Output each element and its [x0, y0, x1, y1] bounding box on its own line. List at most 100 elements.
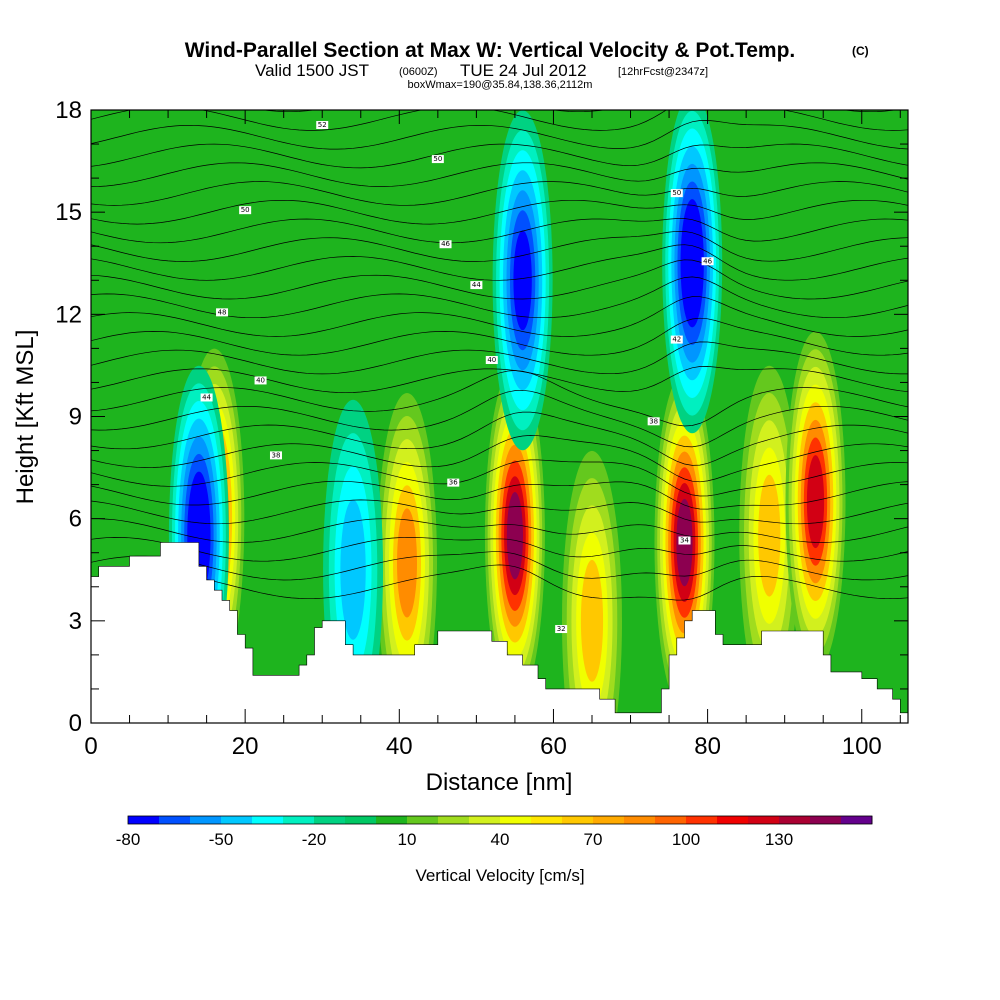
theta-label-bg	[678, 536, 691, 545]
theta-label-bg	[647, 417, 660, 426]
chart-title: Wind-Parallel Section at Max W: Vertical…	[185, 39, 796, 62]
theta-contour-label: 50	[433, 155, 442, 163]
x-tick-label: 100	[842, 733, 882, 760]
updraft-level	[758, 474, 781, 597]
theta-label-bg	[439, 240, 452, 249]
x-axis-ticks: 0 20 40 60 80 100	[84, 110, 901, 760]
theta-contour	[91, 230, 908, 262]
theta-label-bg	[555, 625, 568, 634]
chart-subtitle: Valid 1500 JST (0600Z) TUE 24 Jul 2012 […	[255, 61, 708, 80]
theta-label-bg	[316, 121, 329, 130]
y-tick-label: 18	[55, 97, 82, 124]
theta-contour	[91, 536, 908, 562]
subtitle-date: TUE 24 Jul 2012	[460, 61, 587, 80]
theta-contour-label: 50	[672, 189, 681, 197]
x-axis-label: Distance [nm]	[426, 769, 573, 796]
colorbar-swatch	[500, 816, 532, 824]
colorbar-swatch	[159, 816, 191, 824]
theta-label-bg	[200, 393, 213, 402]
y-tick-label: 6	[69, 506, 82, 533]
theta-label-bg	[701, 257, 714, 266]
colorbar-swatch	[190, 816, 222, 824]
x-tick-label: 0	[84, 733, 97, 760]
colorbar-swatch	[841, 816, 873, 824]
colorbar-label: Vertical Velocity [cm/s]	[415, 866, 584, 885]
theta-contour	[91, 259, 908, 300]
theta-contour	[91, 551, 908, 581]
theta-contour	[91, 341, 908, 375]
theta-contour-label: 40	[256, 376, 265, 384]
subtitle-utc: (0600Z)	[399, 66, 438, 78]
theta-contour	[91, 499, 908, 525]
theta-contour-label: 36	[449, 479, 458, 487]
potential-temperature-contours	[91, 110, 908, 601]
chart-info: boxWmax=190@35.84,138.36,2112m	[408, 79, 593, 91]
theta-label-bg	[269, 451, 282, 460]
theta-contour	[91, 244, 908, 281]
colorbar-tick-label: 100	[672, 830, 700, 849]
subtitle-forecast: [12hrFcst@2347z]	[618, 66, 708, 78]
potential-temperature-labels: 44 48 50 40 38 52 50 46 44 40 36 32 50 46 42 38 34	[200, 121, 714, 634]
theta-contour-label: 38	[649, 417, 658, 425]
theta-contour	[91, 366, 908, 394]
colorbar-swatch	[531, 816, 563, 824]
theta-contour	[91, 435, 908, 483]
theta-label-bg	[239, 206, 252, 215]
colorbar-swatch	[810, 816, 842, 824]
subtitle-valid: Valid 1500 JST	[255, 61, 369, 80]
theta-contour-label: 40	[487, 356, 496, 364]
colorbar-swatch	[779, 816, 811, 824]
theta-contour	[91, 120, 908, 150]
plot-area: 44 48 50 40 38 52 50 46 44 40 36 32 50 46 42 38 34	[91, 110, 908, 723]
updraft-level	[506, 492, 524, 580]
theta-contour	[91, 143, 908, 169]
theta-contour-label: 42	[672, 336, 681, 344]
theta-contour	[91, 411, 908, 466]
x-tick-label: 80	[694, 733, 721, 760]
x-tick-label: 60	[540, 733, 567, 760]
y-tick-label: 12	[55, 301, 82, 328]
theta-contour-label: 50	[241, 206, 250, 214]
colorbar-swatch	[128, 816, 160, 824]
y-axis-label: Height [Kft MSL]	[12, 330, 39, 505]
colorbar-swatch	[221, 816, 253, 824]
colorbar-tick-label: -80	[116, 830, 141, 849]
colorbar-tick-label: -50	[209, 830, 234, 849]
colorbar-swatch	[686, 816, 718, 824]
terrain	[91, 542, 908, 723]
theta-label-bg	[447, 478, 460, 487]
colorbar-tick-label: -20	[302, 830, 327, 849]
colorbar-swatch	[655, 816, 687, 824]
updraft-level	[397, 508, 418, 618]
theta-contour	[91, 218, 908, 244]
colorbar-swatch	[345, 816, 377, 824]
colorbar-frame	[127, 815, 873, 825]
downdraft-level	[513, 230, 532, 331]
theta-contour	[91, 564, 908, 601]
colorbar-swatch	[748, 816, 780, 824]
colorbar	[127, 815, 873, 825]
theta-contour-label: 44	[472, 281, 481, 289]
x-tick-label: 20	[232, 733, 259, 760]
downdraft-level	[683, 216, 701, 310]
theta-contour-label: 38	[272, 451, 281, 459]
updraft-level	[806, 455, 825, 549]
x-tick-label: 40	[386, 733, 413, 760]
colorbar-swatch	[593, 816, 625, 824]
colorbar-tick-labels: -80 -50 -20 10 40 70 100 130	[116, 830, 793, 849]
y-tick-label: 0	[69, 710, 82, 737]
colorbar-swatch	[562, 816, 594, 824]
colorbar-swatch	[376, 816, 408, 824]
theta-contour-label: 48	[218, 308, 227, 316]
theta-label-bg	[254, 376, 267, 385]
colorbar-tick-label: 130	[765, 830, 793, 849]
colorbar-swatch	[624, 816, 656, 824]
y-tick-label: 15	[55, 199, 82, 226]
theta-contour	[91, 480, 908, 510]
chart-title-suffix: (C)	[852, 44, 869, 58]
colorbar-swatch	[717, 816, 749, 824]
theta-contour-label: 46	[441, 240, 450, 248]
colorbar-swatch	[252, 816, 284, 824]
colorbar-swatch	[283, 816, 315, 824]
